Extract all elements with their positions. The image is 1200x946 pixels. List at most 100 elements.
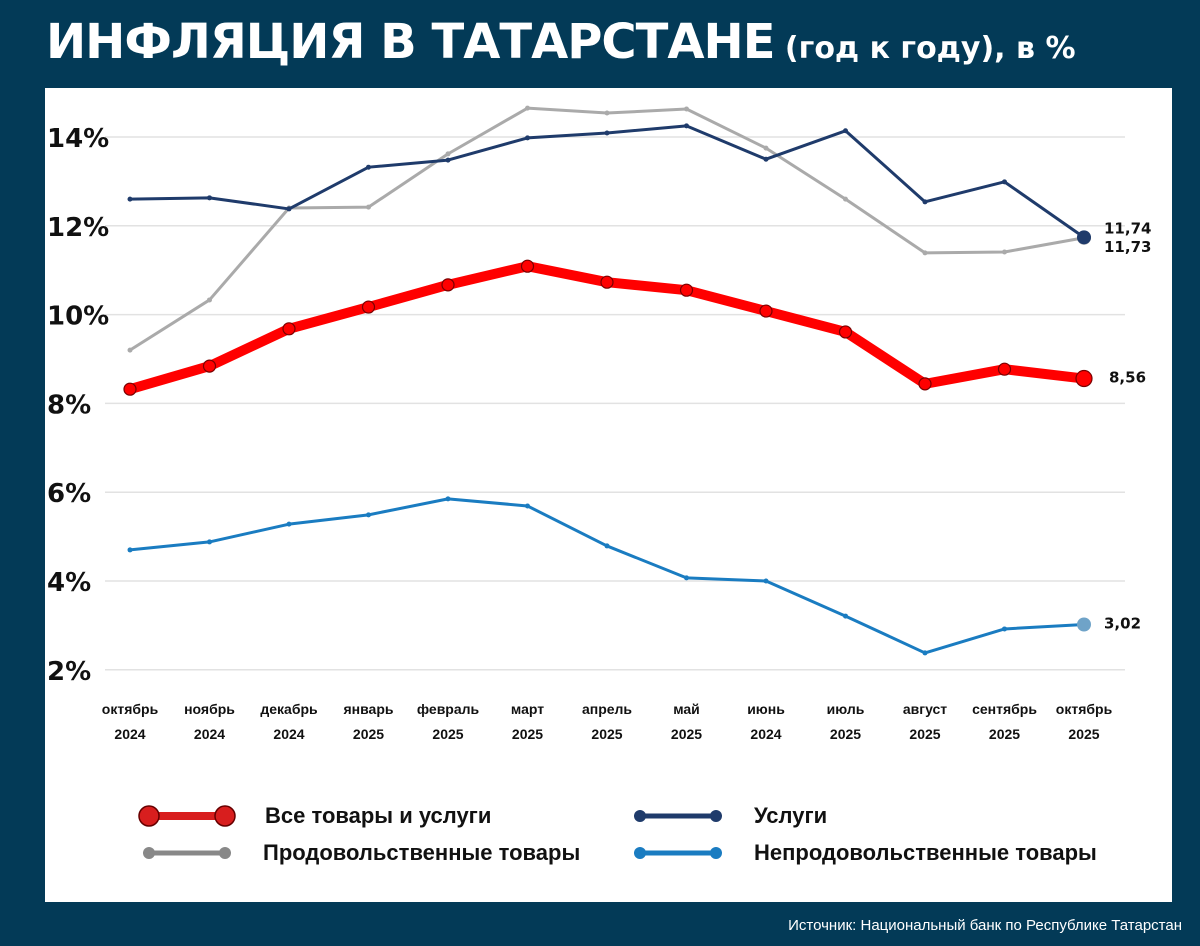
x-tick-label: 2025 bbox=[353, 726, 384, 742]
y-tick-label: 8% bbox=[47, 390, 91, 420]
data-point bbox=[525, 503, 530, 509]
x-tick-label: 2025 bbox=[432, 726, 463, 742]
data-point bbox=[1075, 369, 1093, 388]
data-point bbox=[1002, 626, 1007, 632]
data-point bbox=[600, 275, 614, 289]
x-tick-label: сентябрь bbox=[972, 701, 1037, 717]
y-tick-label: 12% bbox=[47, 213, 109, 243]
legend-swatch-nonfood bbox=[634, 847, 722, 859]
x-tick-label: январь bbox=[344, 701, 394, 717]
data-point bbox=[127, 347, 133, 353]
x-tick-label: май bbox=[673, 701, 700, 717]
source-note: Источник: Национальный банк по Республик… bbox=[788, 917, 1182, 934]
data-point bbox=[843, 128, 848, 134]
y-tick-label: 6% bbox=[47, 479, 91, 509]
legend-nonfood: Непродовольственные товары bbox=[630, 840, 1097, 866]
x-tick-label: 2025 bbox=[512, 726, 543, 742]
legend-label: Все товары и услуги bbox=[265, 803, 492, 828]
legend-services: Услуги bbox=[630, 803, 827, 829]
data-point bbox=[441, 278, 455, 292]
data-point bbox=[366, 512, 371, 518]
x-tick-label: апрель bbox=[582, 701, 632, 717]
legend-swatch-food bbox=[143, 847, 231, 859]
data-point bbox=[1002, 179, 1007, 185]
x-tick-label: ноябрь bbox=[184, 701, 235, 717]
chart-title: ИНФЛЯЦИЯ В ТАТАРСТАНЕ (год к году), в % bbox=[46, 14, 1076, 70]
x-tick-label: март bbox=[511, 701, 544, 717]
data-point bbox=[366, 204, 371, 210]
data-point bbox=[918, 377, 932, 391]
end-value-label: 8,56 bbox=[1109, 369, 1146, 387]
data-point bbox=[922, 250, 928, 256]
data-point bbox=[679, 283, 694, 297]
title-suffix: (год к году), в % bbox=[774, 31, 1076, 66]
data-point bbox=[922, 650, 928, 656]
x-tick-label: 2025 bbox=[591, 726, 622, 742]
legend-label: Продовольственные товары bbox=[263, 840, 581, 865]
end-value-label: 11,74 bbox=[1104, 219, 1151, 237]
data-point bbox=[759, 304, 773, 318]
legend-label: Услуги bbox=[754, 803, 828, 828]
x-tick-label: 2024 bbox=[750, 726, 781, 742]
data-point bbox=[922, 199, 928, 205]
x-tick-label: февраль bbox=[417, 701, 480, 717]
data-point bbox=[361, 300, 376, 314]
data-point bbox=[838, 325, 853, 339]
data-point bbox=[1077, 617, 1091, 632]
data-point bbox=[127, 196, 133, 202]
x-tick-label: 2024 bbox=[273, 726, 304, 742]
data-point bbox=[123, 382, 137, 396]
series-line bbox=[128, 124, 1086, 239]
data-point bbox=[207, 297, 212, 303]
series-line bbox=[128, 106, 1086, 352]
data-point bbox=[207, 539, 212, 545]
data-point bbox=[525, 105, 530, 111]
data-point bbox=[286, 206, 292, 212]
data-point bbox=[207, 195, 212, 201]
x-tick-label: декабрь bbox=[260, 701, 318, 717]
data-point bbox=[525, 135, 530, 141]
title-main: ИНФЛЯЦИЯ В ТАТАРСТАНЕ bbox=[46, 14, 775, 70]
data-point bbox=[445, 151, 451, 157]
x-tick-label: октябрь bbox=[1056, 701, 1113, 717]
data-point bbox=[763, 578, 769, 584]
data-point bbox=[445, 496, 451, 502]
x-tick-label: июнь bbox=[747, 701, 785, 717]
legend-swatch-services bbox=[634, 810, 722, 822]
x-tick-label: 2025 bbox=[671, 726, 702, 742]
data-point bbox=[997, 362, 1012, 376]
y-tick-label: 14% bbox=[47, 124, 109, 154]
data-point bbox=[604, 543, 610, 549]
x-tick-label: октябрь bbox=[102, 701, 159, 717]
x-tick-label: 2024 bbox=[114, 726, 145, 742]
y-tick-label: 2% bbox=[47, 657, 91, 687]
y-tick-label: 10% bbox=[47, 302, 109, 332]
data-point bbox=[282, 322, 296, 336]
data-point bbox=[763, 145, 769, 151]
data-point bbox=[520, 259, 535, 273]
legend-food: Продовольственные товары bbox=[139, 840, 580, 866]
data-point bbox=[1002, 249, 1007, 255]
data-point bbox=[604, 110, 610, 116]
x-tick-label: 2025 bbox=[830, 726, 861, 742]
x-tick-label: август bbox=[903, 701, 947, 717]
data-point bbox=[1077, 230, 1091, 245]
data-point bbox=[445, 157, 451, 163]
legend-label: Непродовольственные товары bbox=[754, 840, 1097, 865]
data-point bbox=[843, 196, 848, 202]
data-point bbox=[286, 521, 292, 527]
x-tick-label: июль bbox=[827, 701, 865, 717]
series-line bbox=[128, 497, 1086, 655]
line-chart: 2% 4% 6% 8% 10% 12% 14% октябрь 2024 ноябрь 2024 де… bbox=[47, 105, 1151, 742]
end-value-label: 11,73 bbox=[1104, 238, 1151, 256]
x-tick-label: 2025 bbox=[909, 726, 940, 742]
legend-all: Все товары и услуги bbox=[137, 803, 491, 829]
data-point bbox=[202, 359, 217, 373]
y-tick-label: 4% bbox=[47, 568, 91, 598]
data-point bbox=[127, 547, 133, 553]
chart-panel: 2% 4% 6% 8% 10% 12% 14% октябрь 2024 ноябрь 2024 де… bbox=[45, 88, 1172, 902]
data-point bbox=[366, 164, 371, 170]
x-tick-label: 2024 bbox=[194, 726, 225, 742]
data-point bbox=[604, 130, 610, 136]
data-point bbox=[763, 156, 769, 162]
